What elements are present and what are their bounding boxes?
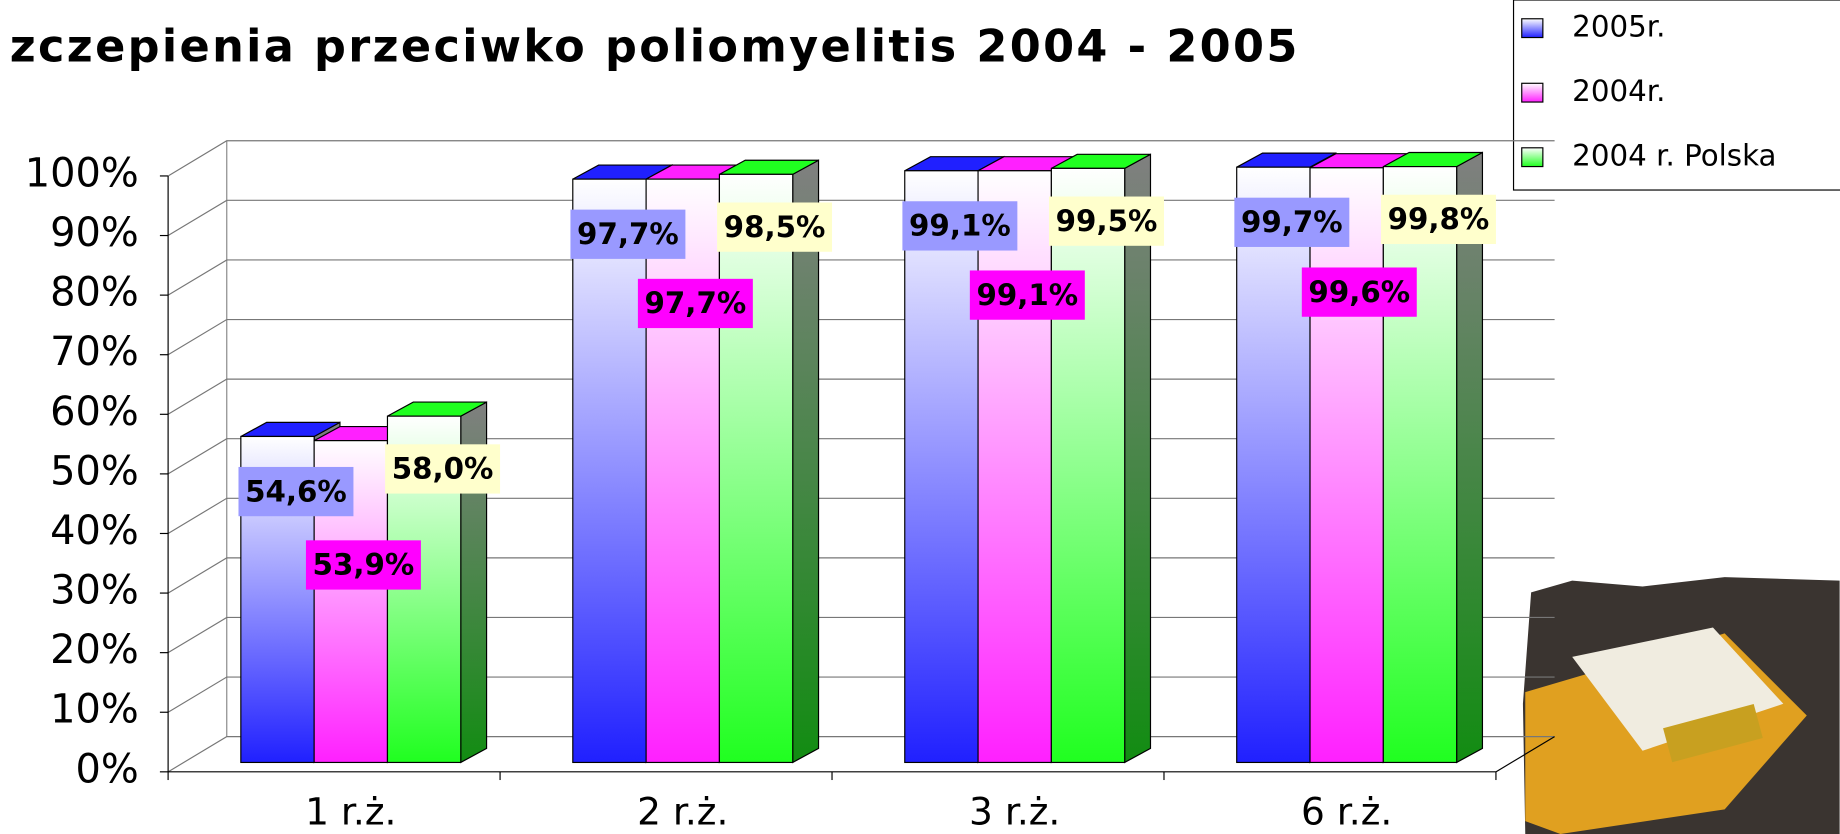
legend-label: 2005r. [1572, 10, 1665, 44]
y-tick-label: 20% [50, 627, 139, 673]
bar [572, 178, 647, 764]
value-label: 54,6% [245, 474, 347, 508]
value-label-box [305, 540, 421, 590]
bar [904, 170, 979, 764]
value-label-box [1301, 267, 1417, 317]
photo [1522, 577, 1840, 834]
y-tick-label: 50% [50, 448, 139, 494]
bar [1050, 167, 1126, 764]
legend-box [1512, 0, 1840, 191]
value-label-box [717, 202, 833, 252]
x-tick-label: 2 r.ż. [637, 790, 728, 834]
legend-swatch [1521, 147, 1544, 168]
value-label-box [385, 444, 501, 494]
x-tick-label: 3 r.ż. [969, 790, 1060, 834]
x-tick-label: 1 r.ż. [305, 790, 396, 834]
bar [645, 178, 721, 764]
value-label: 99,8% [1388, 202, 1490, 236]
legend-swatch [1521, 18, 1544, 39]
legend-label: 2004 r. Polska [1572, 139, 1776, 173]
x-tick-label: 6 r.ż. [1301, 790, 1392, 834]
floor-edge [1495, 736, 1555, 773]
legend-swatch [1521, 82, 1544, 103]
grid-line [167, 140, 1555, 177]
value-label: 97,7% [577, 217, 679, 251]
y-tick-label: 0% [76, 746, 139, 792]
value-label: 99,7% [1241, 205, 1343, 239]
value-label-box [1049, 196, 1164, 246]
value-label: 58,0% [392, 452, 494, 486]
y-tick-label: 70% [50, 329, 139, 375]
value-label-box [1380, 194, 1496, 245]
y-tick-label: 100% [25, 150, 139, 196]
legend-label: 2004r. [1572, 74, 1665, 108]
y-tick-label: 40% [50, 508, 139, 554]
y-tick-label: 90% [50, 210, 139, 256]
y-tick-label: 10% [50, 687, 139, 733]
value-label: 97,7% [645, 286, 747, 320]
value-label: 99,1% [976, 278, 1078, 312]
bar [977, 170, 1052, 764]
value-label: 99,6% [1308, 275, 1410, 309]
value-label: 98,5% [724, 210, 826, 244]
value-label-box [1234, 197, 1350, 247]
y-tick-label: 80% [50, 270, 139, 316]
bar [718, 173, 794, 764]
y-tick-label: 30% [50, 568, 139, 614]
bar [1382, 166, 1458, 764]
value-label: 53,9% [313, 548, 415, 582]
chart-title: zczepienia przeciwko poliomyelitis 2004 … [10, 20, 1300, 72]
value-label-box [570, 209, 686, 259]
value-label: 99,1% [909, 209, 1011, 243]
bar [1309, 167, 1384, 764]
value-label-box [969, 270, 1085, 320]
value-label: 99,5% [1056, 204, 1158, 238]
value-label-box [902, 201, 1018, 251]
value-label-box [637, 278, 753, 329]
value-label-box [238, 466, 354, 517]
bar [1236, 166, 1311, 764]
y-tick-label: 60% [50, 389, 139, 435]
